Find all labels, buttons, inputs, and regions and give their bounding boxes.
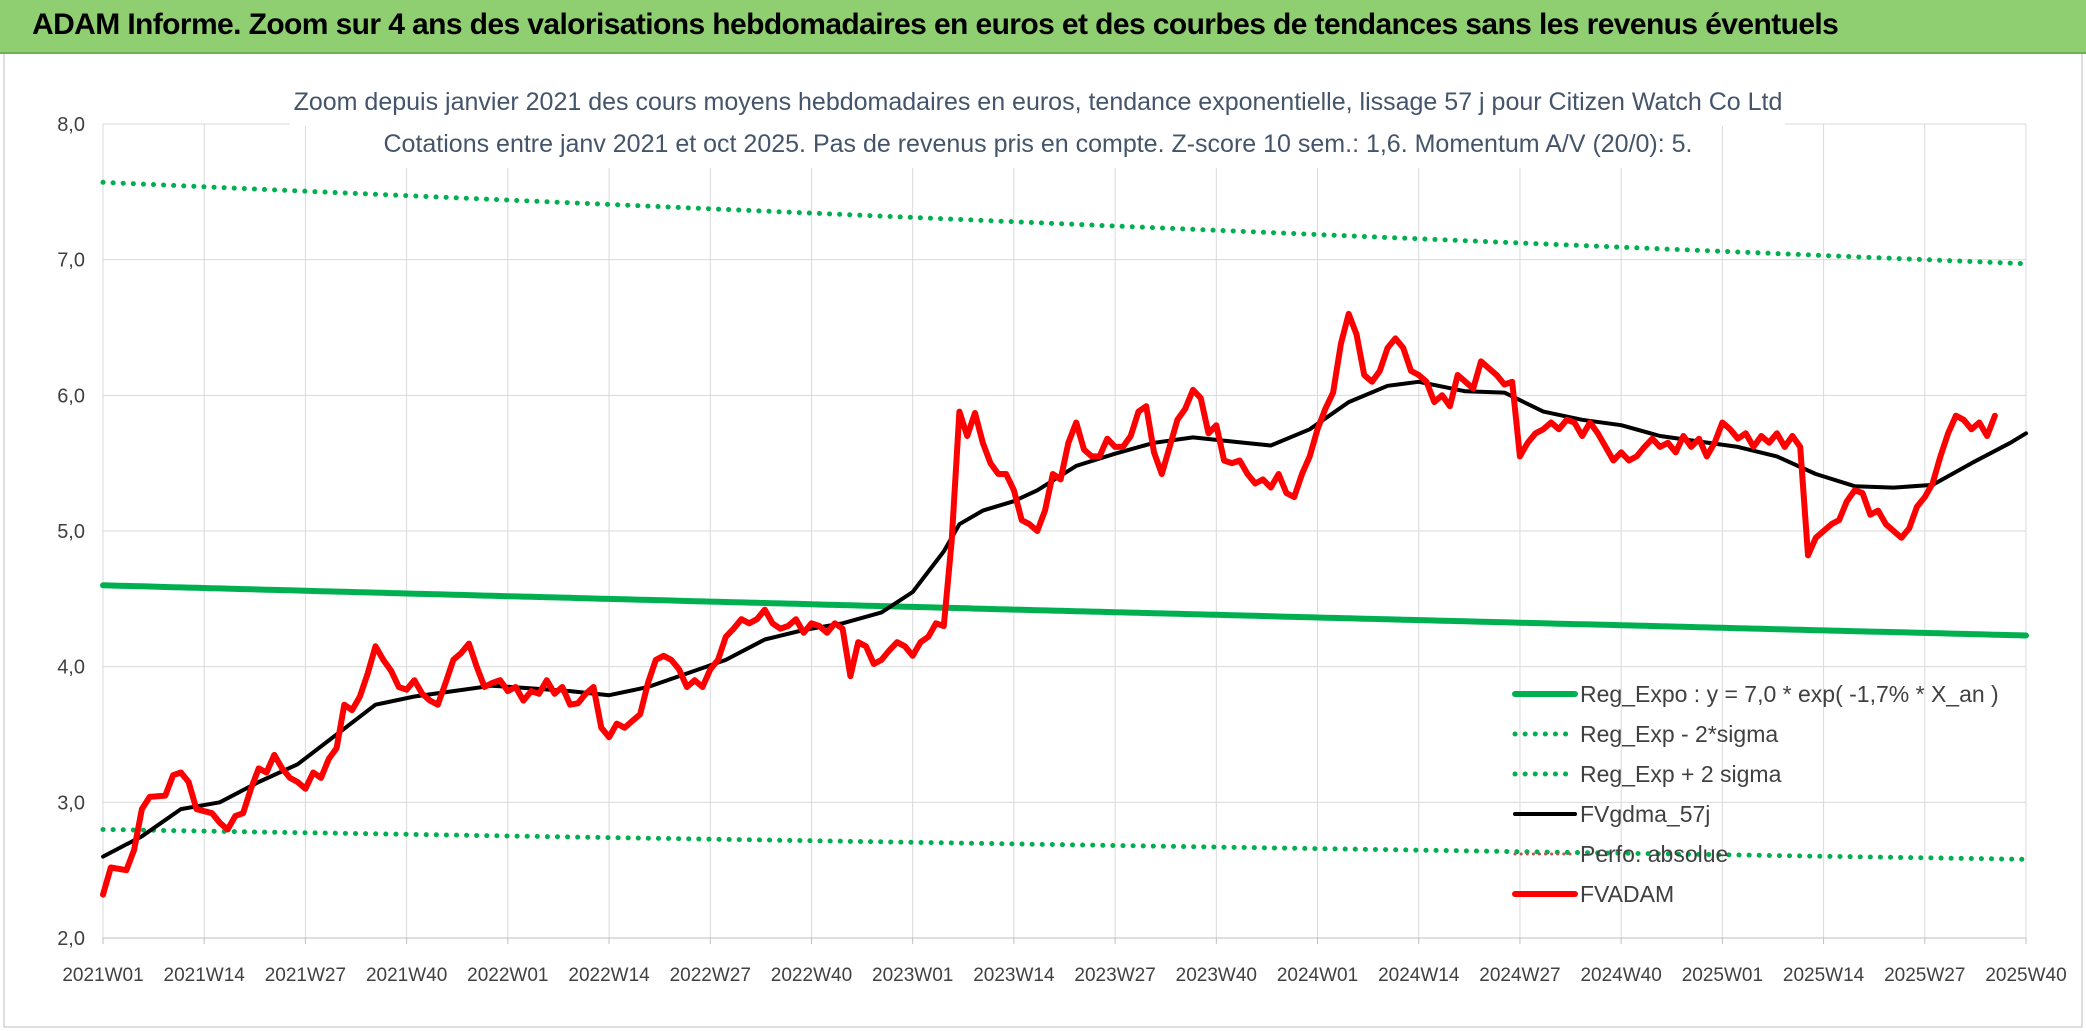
- subtitle-backdrop: [370, 126, 1710, 168]
- x-axis: 2021W01 2021W14 2021W27 2021W40 2022W01 2022W…: [62, 937, 2067, 986]
- x-tick-label: 2022W27: [670, 965, 751, 986]
- y-tick-label: 8,0: [57, 114, 85, 136]
- x-tick-label: 2023W27: [1074, 965, 1155, 986]
- x-tick-label: 2023W01: [872, 965, 953, 986]
- chart-subtitle: Cotations entre janv 2021 et oct 2025. P…: [383, 130, 1692, 158]
- y-axis: 2,0 3,0 4,0 5,0 6,0 7,0 8,0: [57, 114, 85, 950]
- x-tick-label: 2025W40: [1985, 965, 2066, 986]
- x-tick-label: 2022W01: [467, 965, 548, 986]
- legend: Reg_Expo : y = 7,0 * exp( -1,7% * X_an )…: [1512, 681, 1999, 907]
- y-tick-label: 7,0: [57, 250, 85, 272]
- header-bar: ADAM Informe. Zoom sur 4 ans des valoris…: [0, 0, 2086, 54]
- x-tick-label: 2023W14: [973, 965, 1055, 986]
- legend-label: FVgdma_57j: [1580, 801, 1710, 827]
- y-tick-label: 5,0: [57, 521, 85, 543]
- legend-label: Reg_Exp - 2*sigma: [1580, 721, 1778, 747]
- page-title: ADAM Informe. Zoom sur 4 ans des valoris…: [32, 8, 1839, 41]
- y-tick-label: 4,0: [57, 657, 85, 679]
- chart-titles: Zoom depuis janvier 2021 des cours moyen…: [290, 82, 1785, 168]
- x-tick-label: 2024W14: [1378, 965, 1460, 986]
- x-tick-label: 2025W14: [1783, 965, 1865, 986]
- x-tick-label: 2024W27: [1479, 965, 1560, 986]
- series-line-5: [100, 310, 1998, 898]
- chart-title: Zoom depuis janvier 2021 des cours moyen…: [294, 88, 1783, 116]
- plot-border: [3, 51, 2083, 1028]
- legend-label: Perfo. absolue: [1580, 841, 1728, 867]
- y-tick-label: 3,0: [57, 792, 85, 814]
- series-group: [100, 179, 2029, 898]
- y-tick-label: 6,0: [57, 385, 85, 407]
- title-backdrop: [290, 82, 1785, 126]
- x-tick-label: 2023W40: [1176, 965, 1257, 986]
- x-tick-label: 2024W40: [1580, 965, 1661, 986]
- legend-label: Reg_Exp + 2 sigma: [1580, 761, 1782, 787]
- x-tick-label: 2022W40: [771, 965, 852, 986]
- series-line-2: [100, 179, 2029, 267]
- y-tick-label: 2,0: [57, 928, 85, 950]
- legend-label: FVADAM: [1580, 881, 1674, 907]
- x-tick-label: 2021W14: [164, 965, 246, 986]
- x-tick-label: 2024W01: [1277, 965, 1358, 986]
- x-tick-label: 2021W01: [62, 965, 143, 986]
- legend-label: Reg_Expo : y = 7,0 * exp( -1,7% * X_an ): [1580, 681, 1999, 707]
- x-tick-label: 2021W40: [366, 965, 447, 986]
- x-tick-label: 2022W14: [568, 965, 650, 986]
- series-line-1: [100, 827, 2029, 862]
- series-line-0: [100, 582, 2029, 639]
- x-tick-label: 2021W27: [265, 965, 346, 986]
- x-tick-label: 2025W01: [1682, 965, 1763, 986]
- x-tick-label: 2025W27: [1884, 965, 1965, 986]
